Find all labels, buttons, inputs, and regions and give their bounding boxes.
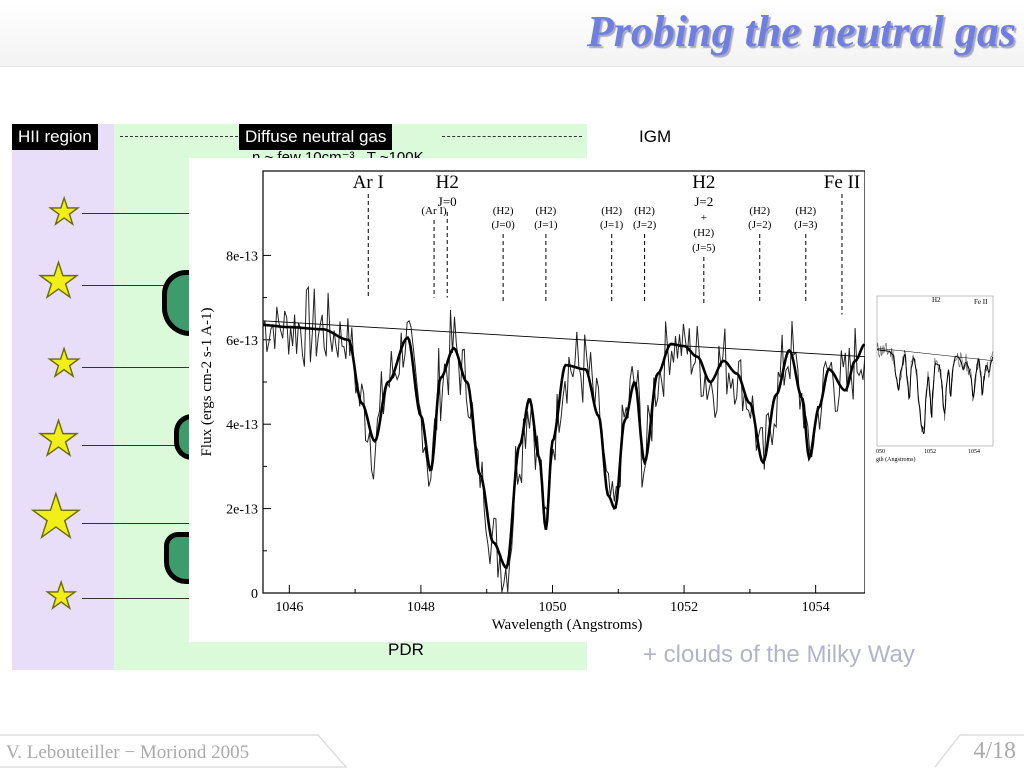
sightline [82,445,190,446]
line-label: H2 [692,172,715,193]
dashed-arrow-right [442,136,582,137]
x-tick-label: 1046 [275,600,303,615]
igm-label: IGM [639,127,672,146]
y-tick-label: 8e-13 [226,249,258,264]
hii-region-zone [12,124,114,670]
x-tick-labels: 1046 1048 1050 1052 1054 [275,600,829,615]
y-axis-label: Flux (ergs cm-2 s-1 A-1) [199,308,215,457]
footer-decoration [0,734,1024,768]
line-label: (H2) [601,205,622,217]
footer-author: V. Lebouteiller − Moriond 2005 [6,742,250,763]
sightline [82,598,190,599]
dashed-arrow-left [120,136,238,137]
thumbnail-h2-label: H2 [932,296,941,304]
line-label: H2 [436,172,459,193]
line-label: (H2) [536,205,557,217]
model-fit-line [263,323,866,570]
sightline [82,523,190,524]
plot-frame [262,170,866,594]
axis-ticks [263,254,817,594]
line-extra-label: + [701,212,707,224]
page-number: 4/18 [973,738,1016,764]
line-label: Ar I [353,172,384,193]
thumbnail-tick: 050 [876,449,885,455]
y-tick-label: 2e-13 [226,503,258,518]
thumbnail-spectrum [876,342,993,433]
star-icon: ★ [44,575,78,616]
observed-spectrum [262,285,866,593]
spectrum-thumbnail: H2 Fe II 050 1052 1054 gth (Angstroms) [874,293,994,463]
x-tick-label: 1050 [538,600,566,615]
y-tick-label: 6e-13 [226,334,258,349]
y-tick-label: 0 [251,587,258,602]
line-label: (H2) [795,205,816,217]
footer-band [0,734,1024,768]
sightline [82,367,190,368]
pdr-label: PDR [388,640,424,659]
star-icon: ★ [36,255,81,308]
thumbnail-tick: 1054 [968,449,980,455]
star-icon: ★ [28,483,83,550]
line-sublabel: (J=1) [534,219,558,231]
line-sublabel: (J=2) [633,219,657,231]
line-sublabel: (J=2) [748,219,772,231]
hii-region-label: HII region [12,124,98,150]
spectrum-panel: 0 2e-13 4e-13 6e-13 8e-13 1046 1048 1050 1052 10… [189,158,866,642]
line-extra-label: (H2) [693,227,714,239]
y-tick-label: 4e-13 [226,418,258,433]
line-extra-label: (J=5) [692,242,716,254]
star-icon: ★ [46,343,82,385]
line-sublabel: (J=0) [491,219,515,231]
line-label: (H2) [493,205,514,217]
x-tick-label: 1048 [407,600,435,615]
x-tick-label: 1052 [670,600,698,615]
x-axis-label: Wavelength (Angstroms) [492,617,643,633]
line-sublabel: (J=1) [600,219,624,231]
line-label: (H2) [749,205,770,217]
line-label: (H2) [634,205,655,217]
star-icon: ★ [47,191,81,232]
x-tick-label: 1054 [802,600,830,615]
sightline [82,213,190,214]
line-markers: Ar I(Ar I)H2J=0(H2)(J=0)(H2)(J=1)(H2)(J=… [353,172,860,315]
thumbnail-fit [877,349,994,434]
milky-way-note: + clouds of the Milky Way [643,641,915,668]
line-label: (Ar I) [421,205,447,217]
slide-title: Probing the neutral gas [586,7,1016,56]
star-icon: ★ [36,413,81,466]
thumbnail-continuum [876,347,994,361]
y-tick-labels: 0 2e-13 4e-13 6e-13 8e-13 [226,249,258,602]
line-sublabel: (J=3) [794,219,818,231]
line-label: Fe II [824,172,860,193]
thumbnail-fe-label: Fe II [974,298,988,306]
thumbnail-chart: H2 Fe II 050 1052 1054 gth (Angstroms) [876,295,994,463]
thumbnail-tick: 1052 [924,449,936,455]
title-band [0,0,1024,67]
thumbnail-xlabel: gth (Angstroms) [876,456,916,463]
sightline [82,285,190,286]
line-sublabel: J=0 [438,194,457,209]
diffuse-neutral-gas-label: Diffuse neutral gas [239,124,393,150]
line-sublabel: J=2 [694,194,713,209]
continuum-line [262,320,866,358]
